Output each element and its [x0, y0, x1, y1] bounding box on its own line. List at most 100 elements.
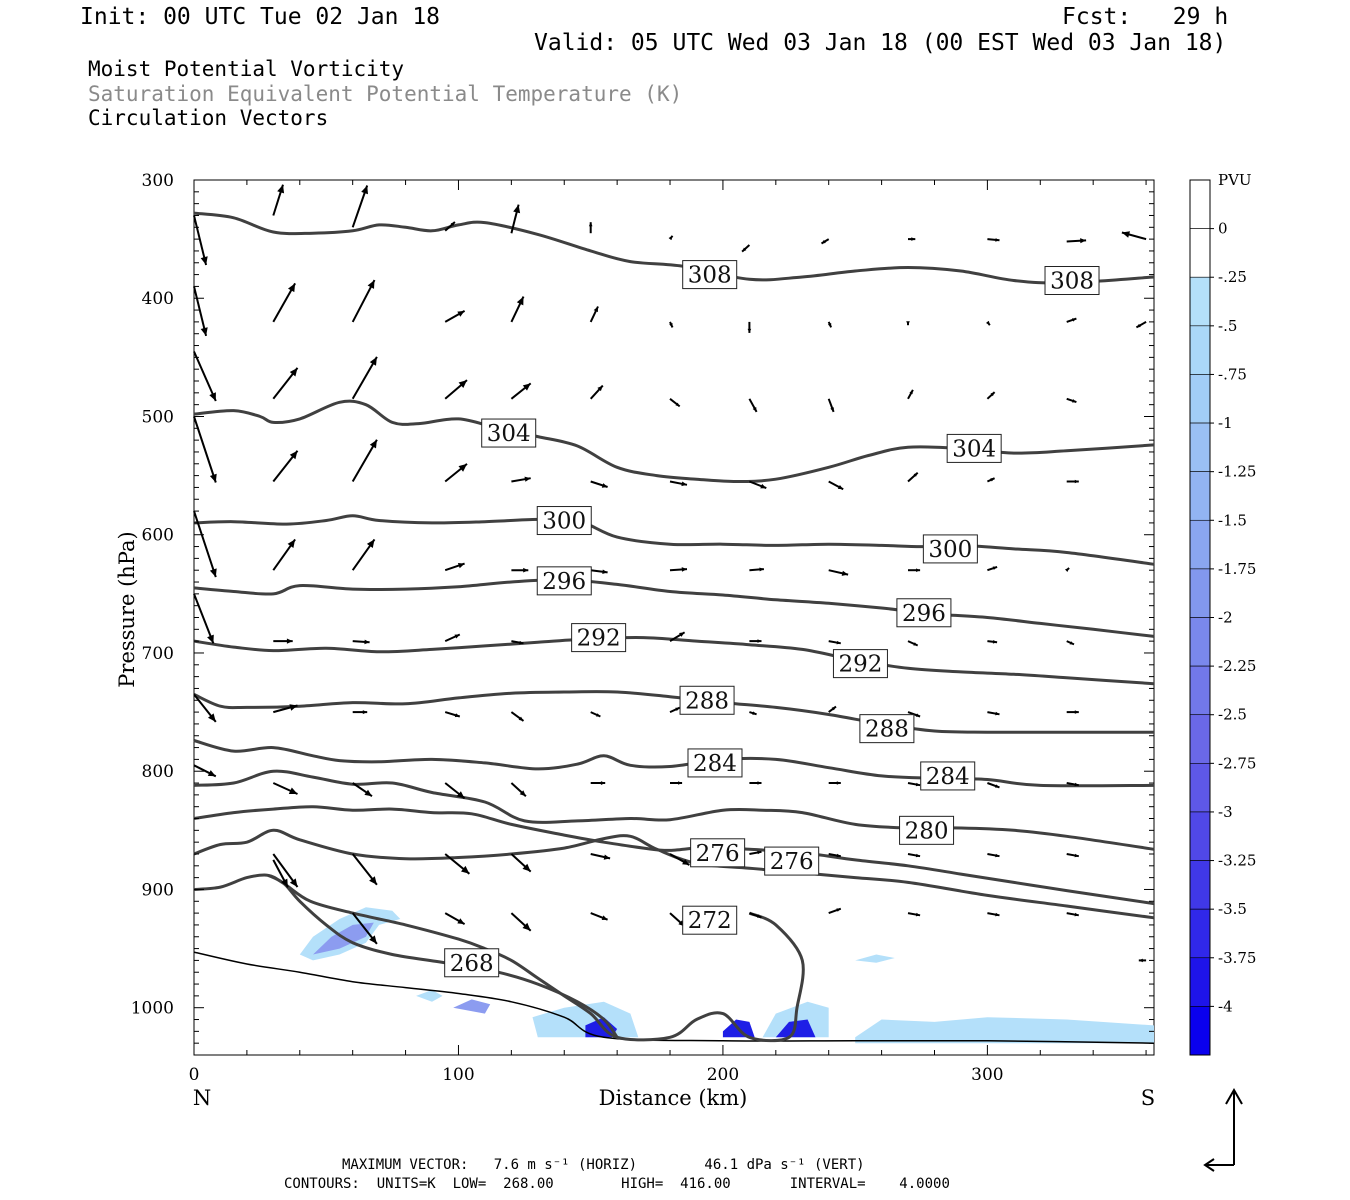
colorbar-title: PVU — [1218, 171, 1252, 189]
contour-label-box — [1044, 266, 1100, 296]
colorbar-label: -2 — [1218, 609, 1233, 627]
contour-label-box — [920, 761, 976, 791]
circulation-vector — [273, 638, 293, 644]
theta-e-contour — [193, 578, 1155, 638]
circulation-vector — [1066, 853, 1079, 858]
circulation-vector — [444, 633, 461, 643]
circulation-vector — [820, 238, 830, 245]
pv-shade-light — [855, 1017, 1154, 1044]
contour-label-box — [896, 598, 952, 628]
colorbar-cell — [1189, 374, 1211, 424]
circulation-vector — [749, 850, 762, 855]
contour-label: 300 — [928, 537, 972, 563]
circulation-vector — [272, 782, 298, 795]
circulation-vector — [987, 640, 998, 644]
circulation-vector — [828, 853, 841, 858]
circulation-vector — [828, 569, 849, 576]
x-tick-label: 300 — [971, 1065, 1003, 1085]
colorbar-label: -.5 — [1218, 317, 1237, 335]
circulation-vector — [351, 912, 378, 945]
colorbar-cell — [1189, 1006, 1211, 1056]
circulation-vector — [444, 912, 466, 925]
contour-label: 304 — [952, 436, 996, 462]
circulation-vector — [1066, 710, 1079, 714]
colorbar-label: -.25 — [1218, 268, 1247, 286]
contour-label-box — [536, 506, 592, 536]
colorbar-label: -1.5 — [1218, 511, 1247, 529]
y-tick-label: 800 — [142, 762, 174, 782]
theta-e-contour — [193, 769, 1155, 851]
circulation-vector — [749, 480, 767, 490]
circulation-vector — [669, 480, 688, 487]
valid-time: Valid: 05 UTC Wed 03 Jan 18 (00 EST Wed … — [534, 30, 1227, 56]
x-axis-label: Distance (km) — [599, 1086, 748, 1110]
circulation-vector — [828, 781, 841, 785]
circulation-vector — [1135, 321, 1147, 329]
circulation-vector — [590, 853, 611, 860]
circulation-vector — [444, 711, 461, 718]
reference-vector-vert-head — [1225, 1087, 1243, 1105]
contour-label: 268 — [450, 951, 494, 977]
circulation-vector — [1138, 958, 1147, 963]
circulation-vector — [987, 711, 1000, 716]
circulation-vector — [590, 569, 608, 574]
colorbar-cell — [1189, 179, 1211, 229]
colorbar-cell — [1189, 568, 1211, 618]
circulation-vector — [272, 853, 299, 888]
circulation-vector — [351, 279, 376, 323]
circulation-vector — [748, 398, 758, 413]
circulation-vector — [1066, 782, 1079, 787]
circulation-vector — [907, 389, 914, 400]
y-tick-label: 400 — [142, 289, 174, 309]
x-tick-label: 200 — [707, 1065, 739, 1085]
circulation-vector — [749, 711, 757, 716]
colorbar-label: -4 — [1218, 997, 1233, 1015]
colorbar-label: -3.75 — [1218, 949, 1256, 967]
circulation-vector — [193, 215, 208, 266]
circulation-vector — [193, 416, 217, 483]
colorbar-cell — [1189, 228, 1211, 278]
circulation-vector — [444, 853, 471, 875]
contour-label: 308 — [1050, 269, 1094, 295]
circulation-vector — [907, 471, 919, 483]
circulation-vector — [987, 238, 1000, 242]
circulation-vector — [193, 764, 217, 778]
circulation-vector — [444, 221, 456, 232]
circulation-vector — [193, 351, 217, 402]
contour-label: 280 — [905, 818, 949, 844]
circulation-vector — [1065, 567, 1070, 572]
circulation-vector — [590, 781, 606, 785]
colorbar-cell — [1189, 276, 1211, 327]
circulation-vector — [590, 711, 601, 718]
colorbar-label: -3.25 — [1218, 852, 1256, 870]
colorbar-cell — [1189, 860, 1211, 910]
circulation-vector — [908, 237, 916, 241]
contour-label-box — [859, 714, 915, 744]
circulation-vector — [828, 640, 841, 645]
circulation-vector — [272, 184, 285, 216]
contour-label: 296 — [902, 601, 946, 627]
circulation-vector — [444, 310, 466, 323]
contour-label-box — [687, 748, 743, 778]
circulation-vector — [510, 296, 525, 323]
theta-e-contour — [193, 399, 1155, 483]
colorbar-cell — [1189, 471, 1211, 521]
circulation-vector — [352, 639, 370, 645]
colorbar-cell — [1189, 811, 1211, 861]
circulation-vector — [588, 222, 593, 234]
circulation-vector — [510, 912, 532, 932]
circulation-vector — [510, 204, 521, 234]
circulation-vector — [741, 244, 751, 253]
field-title-mpv: Moist Potential Vorticity — [88, 57, 405, 81]
colorbar-label: -.75 — [1218, 365, 1247, 383]
contour-label: 284 — [693, 751, 737, 777]
endpoint-south: S — [1141, 1086, 1155, 1110]
circulation-vector — [907, 782, 921, 787]
colorbar-cell — [1189, 325, 1211, 375]
circulation-vector — [272, 859, 289, 888]
y-tick-label: 300 — [142, 171, 174, 191]
circulation-vector — [590, 912, 608, 921]
circulation-vector — [511, 567, 529, 573]
circulation-vector — [669, 567, 688, 572]
circulation-vector — [986, 477, 996, 483]
